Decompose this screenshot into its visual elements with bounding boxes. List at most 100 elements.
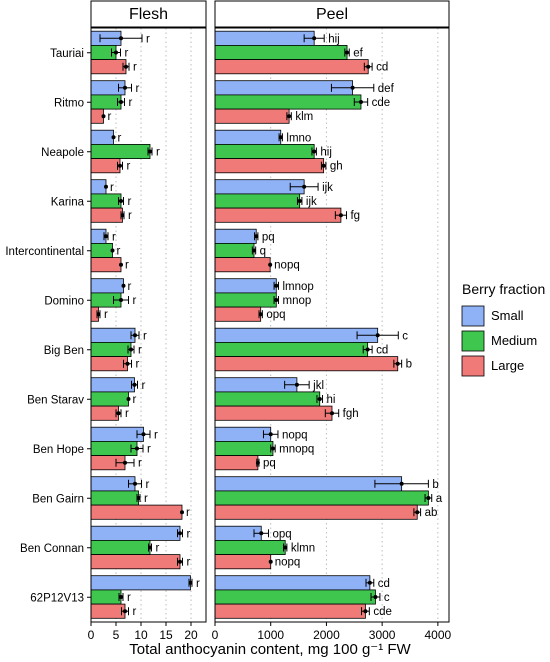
mean-point bbox=[259, 531, 264, 536]
bar-medium bbox=[214, 94, 362, 110]
significance-label: b bbox=[432, 479, 438, 491]
bar-large bbox=[90, 356, 128, 372]
significance-label: b bbox=[406, 359, 412, 371]
bar-medium bbox=[90, 589, 122, 605]
significance-label: r bbox=[144, 493, 148, 505]
bar-large bbox=[90, 504, 183, 520]
significance-label: r bbox=[156, 543, 160, 555]
mean-point bbox=[302, 184, 307, 189]
mean-point bbox=[365, 347, 370, 352]
category-label: Intercontinental bbox=[5, 246, 84, 258]
bar-large bbox=[90, 59, 127, 75]
category-label: Ben Connan bbox=[20, 543, 84, 555]
category-labels: Tauriai Ritmo Neapole Karina Intercontinenta… bbox=[5, 48, 91, 604]
bar-medium bbox=[90, 490, 139, 506]
significance-label: r bbox=[118, 132, 122, 144]
bar-large bbox=[214, 108, 290, 124]
mean-point bbox=[141, 432, 146, 437]
significance-label: lmno bbox=[286, 132, 311, 144]
x-tick-label: 15 bbox=[159, 628, 173, 642]
significance-label: cde bbox=[372, 97, 391, 109]
mean-point bbox=[119, 595, 123, 599]
mean-point bbox=[119, 100, 123, 104]
mean-point bbox=[178, 531, 182, 536]
significance-label: r bbox=[128, 281, 132, 293]
significance-label: cd bbox=[376, 345, 388, 357]
legend-label-small: Small bbox=[491, 308, 524, 323]
mean-point bbox=[395, 361, 400, 366]
mean-point bbox=[330, 411, 334, 416]
mean-point bbox=[148, 149, 152, 154]
significance-label: r bbox=[156, 147, 160, 159]
x-tick-label: 10 bbox=[134, 628, 148, 642]
significance-label: r bbox=[128, 210, 132, 222]
mean-point bbox=[101, 114, 106, 119]
panel-border bbox=[90, 27, 207, 623]
significance-label: r bbox=[146, 479, 150, 491]
bar-medium bbox=[90, 94, 122, 110]
significance-label: r bbox=[108, 111, 112, 123]
bar-small bbox=[214, 426, 272, 442]
bar-large bbox=[214, 554, 272, 570]
significance-label: r bbox=[186, 507, 190, 519]
mean-point bbox=[287, 114, 292, 119]
legend-swatch-medium bbox=[461, 330, 485, 352]
bar-medium bbox=[90, 540, 151, 556]
mean-point bbox=[254, 234, 259, 239]
category-label: Neapole bbox=[41, 147, 84, 159]
significance-label: r bbox=[112, 231, 116, 243]
significance-label: c bbox=[384, 592, 390, 604]
x-tick-label: 20 bbox=[184, 628, 198, 642]
significance-label: r bbox=[127, 592, 131, 604]
bar-small bbox=[90, 525, 181, 541]
significance-label: a bbox=[436, 493, 443, 505]
significance-label: cd bbox=[378, 578, 390, 590]
mean-point bbox=[136, 496, 141, 500]
bar-medium bbox=[214, 540, 286, 556]
mean-point bbox=[274, 283, 279, 288]
significance-label: r bbox=[128, 196, 132, 208]
bar-large bbox=[90, 207, 123, 223]
significance-label: nopq bbox=[282, 429, 308, 441]
bar-small bbox=[214, 476, 403, 492]
bar-medium bbox=[90, 341, 132, 357]
significance-label: lmnop bbox=[283, 281, 314, 293]
significance-label: r bbox=[187, 557, 191, 569]
mean-point bbox=[123, 460, 127, 465]
x-tick-label: 4000 bbox=[425, 628, 452, 642]
mean-point bbox=[268, 559, 273, 564]
bar-medium bbox=[90, 193, 122, 209]
mean-point bbox=[126, 397, 131, 401]
bar-medium bbox=[90, 391, 129, 407]
significance-label: r bbox=[146, 33, 150, 45]
bar-medium bbox=[214, 45, 348, 61]
mean-point bbox=[252, 248, 256, 253]
bar-large bbox=[214, 59, 369, 75]
bar-large bbox=[214, 306, 262, 322]
significance-label: cd bbox=[376, 62, 388, 74]
panel-flesh: Fleshrrrrrrrrrrrrrrrrrrrrrrrrrrrrrrrrrrr… bbox=[88, 0, 207, 642]
category-label: Ritmo bbox=[54, 97, 84, 109]
significance-label: r bbox=[136, 359, 140, 371]
significance-label: r bbox=[125, 408, 129, 420]
x-tick-label: 1000 bbox=[257, 628, 284, 642]
significance-label: ijk bbox=[322, 182, 333, 194]
mean-point bbox=[321, 163, 326, 168]
significance-label: r bbox=[138, 458, 142, 470]
significance-label: hij bbox=[328, 33, 340, 45]
bar-large bbox=[214, 603, 366, 619]
bar-medium bbox=[90, 143, 151, 159]
significance-label: r bbox=[196, 578, 200, 590]
mean-point bbox=[124, 64, 128, 69]
significance-label: hi bbox=[327, 394, 336, 406]
significance-label: r bbox=[133, 295, 137, 307]
bar-large bbox=[90, 554, 181, 570]
significance-label: r bbox=[133, 62, 137, 74]
significance-label: opq bbox=[272, 528, 291, 540]
bar-large bbox=[90, 405, 119, 421]
significance-label: c bbox=[402, 330, 408, 342]
bar-small bbox=[90, 129, 114, 145]
significance-label: ijk bbox=[306, 196, 317, 208]
mean-point bbox=[278, 135, 283, 140]
